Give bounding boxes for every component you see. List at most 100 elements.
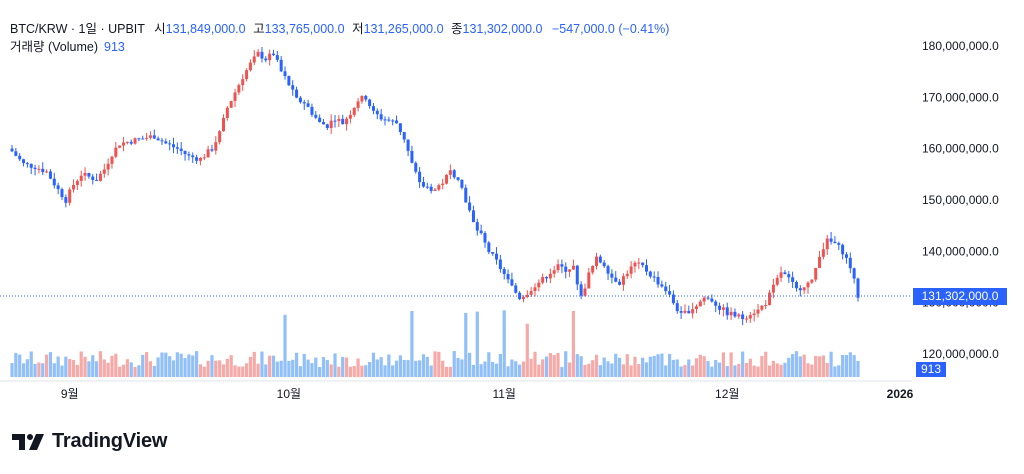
volume-bar xyxy=(241,366,245,377)
volume-bar xyxy=(571,311,576,377)
volume-value: 913 xyxy=(104,40,125,54)
candle-body xyxy=(487,242,491,253)
candle-body xyxy=(218,131,222,143)
volume-bar xyxy=(244,363,249,377)
volume-bar xyxy=(256,363,260,377)
candle-body xyxy=(618,281,622,285)
candle-body xyxy=(164,141,168,144)
volume-bar xyxy=(233,365,237,377)
candle-body xyxy=(360,95,364,102)
candle-body xyxy=(552,270,556,274)
volume-bar xyxy=(771,360,775,377)
candle-body xyxy=(737,314,741,317)
candle-body xyxy=(233,92,237,101)
candle-body xyxy=(364,95,368,100)
candle-body xyxy=(833,241,837,244)
candle-body xyxy=(83,172,87,176)
candle-body xyxy=(64,197,68,203)
candle-body xyxy=(271,53,275,56)
high-label: 고 xyxy=(253,22,265,36)
volume-bar xyxy=(125,359,129,377)
volume-bar xyxy=(806,363,810,377)
candle-body xyxy=(222,118,225,132)
volume-bar xyxy=(691,365,695,377)
volume-bar xyxy=(121,364,126,377)
volume-bar xyxy=(398,355,402,377)
candle-body xyxy=(72,184,76,190)
current-volume-tag: 913 xyxy=(916,362,946,377)
candle-body xyxy=(514,285,518,293)
volume-bar xyxy=(429,365,433,377)
volume-bar xyxy=(87,361,91,377)
candle-body xyxy=(437,185,441,190)
candle-body xyxy=(152,135,156,139)
volume-bar xyxy=(721,352,726,377)
volume-bar xyxy=(187,354,191,377)
volume-bar xyxy=(33,363,37,377)
volume-bar xyxy=(698,354,702,377)
candle-body xyxy=(98,173,102,181)
candle-body xyxy=(768,292,772,306)
volume-bar xyxy=(821,355,825,377)
candle-body xyxy=(279,59,283,72)
candle-body xyxy=(22,159,26,164)
candle-body xyxy=(575,265,579,285)
volume-bar xyxy=(760,355,764,377)
tradingview-logo[interactable]: TradingView xyxy=(12,430,167,453)
candle-body xyxy=(452,170,456,178)
volume-bar xyxy=(487,352,491,377)
volume-bar xyxy=(725,366,729,377)
volume-bar xyxy=(560,366,564,377)
volume-legend: 거래량 (Volume) 913 xyxy=(10,38,125,56)
candle-body xyxy=(802,287,806,291)
volume-bar xyxy=(744,363,749,377)
candle-body xyxy=(794,282,798,289)
candle-body xyxy=(206,149,210,158)
candle-body xyxy=(714,301,718,306)
volume-bar xyxy=(641,357,645,377)
volume-bar xyxy=(110,355,114,377)
candle-body xyxy=(844,254,848,258)
volume-bar xyxy=(95,361,99,377)
candle-body xyxy=(25,163,29,165)
volume-bar xyxy=(214,360,218,377)
high-value: 133,765,000.0 xyxy=(264,22,345,36)
volume-bar xyxy=(602,357,606,377)
volume-bar xyxy=(667,353,672,377)
volume-bar xyxy=(264,364,268,377)
volume-bar xyxy=(191,355,195,377)
volume-bar xyxy=(629,365,633,377)
candle-body xyxy=(468,202,472,211)
volume-bar xyxy=(529,358,533,377)
volume-bar xyxy=(567,362,572,377)
volume-bar xyxy=(679,366,683,377)
volume-bar xyxy=(564,351,568,377)
candle-body xyxy=(506,274,510,280)
candle-body xyxy=(491,252,495,254)
candle-body xyxy=(310,106,314,115)
volume-bar xyxy=(414,360,418,377)
volume-bar xyxy=(287,360,291,377)
candle-body xyxy=(664,286,668,292)
volume-bar xyxy=(587,363,591,377)
open-label: 시 xyxy=(154,22,166,36)
candle-body xyxy=(414,162,418,172)
volume-bar xyxy=(48,352,53,377)
candle-body xyxy=(160,140,164,142)
candle-body xyxy=(591,265,595,273)
volume-bar xyxy=(291,359,295,377)
candle-body xyxy=(652,276,656,278)
candle-body xyxy=(125,141,129,143)
x-tick-label: 12월 xyxy=(715,387,739,401)
volume-bar xyxy=(714,359,718,377)
candle-body xyxy=(779,272,783,278)
candle-body xyxy=(825,238,829,250)
y-tick-label: 180,000,000.0 xyxy=(922,39,999,53)
candle-body xyxy=(256,51,260,57)
volume-bar xyxy=(825,362,829,377)
volume-bar xyxy=(21,363,26,377)
candle-body xyxy=(787,274,791,278)
volume-bar xyxy=(260,351,264,377)
candle-body xyxy=(87,172,91,177)
